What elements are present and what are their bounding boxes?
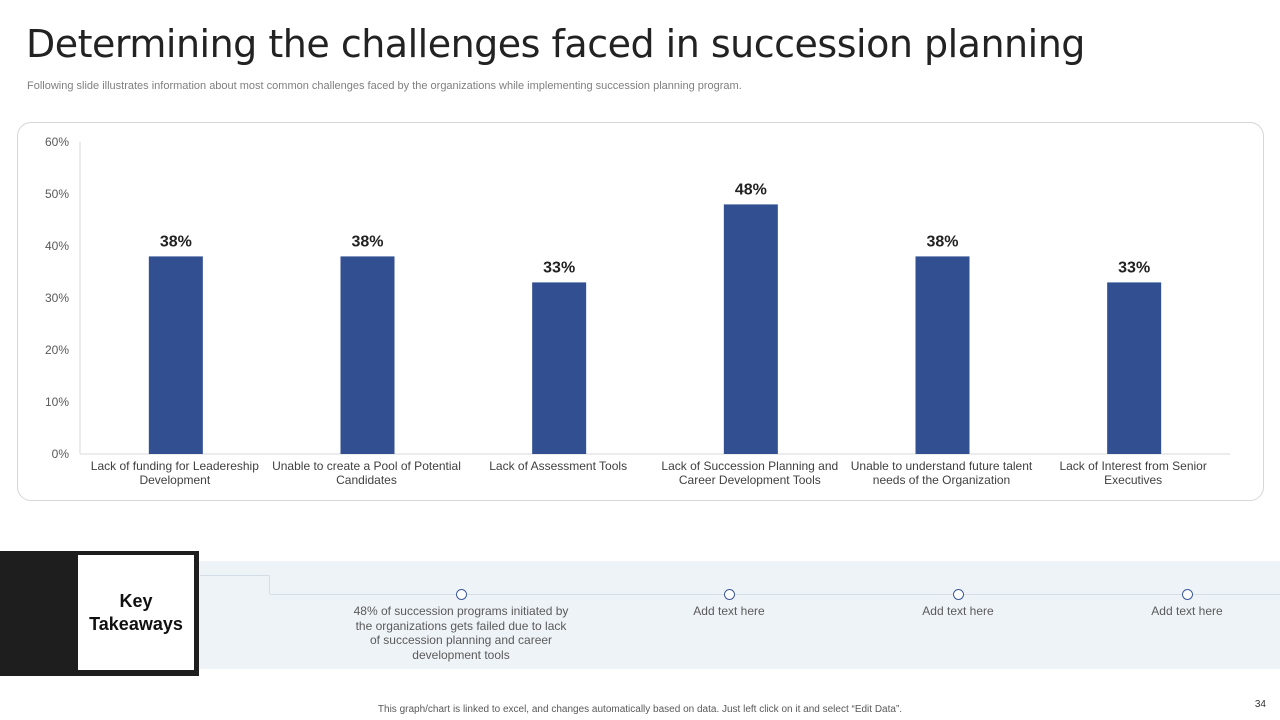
takeaway-text: Add text here xyxy=(693,604,765,618)
bar[interactable] xyxy=(532,282,587,454)
data-label: 33% xyxy=(1118,259,1150,276)
data-label: 48% xyxy=(735,181,767,198)
bar[interactable] xyxy=(1107,282,1162,454)
timeline-dot xyxy=(724,589,735,600)
timeline-dot xyxy=(1182,589,1193,600)
x-tick-label: Lack of funding for Leadereship Developm… xyxy=(90,459,259,487)
bar-chart[interactable]: 0% 10% 20% 30% 40% 50% 60% 38% 38% 33% 48% 38% 33% xyxy=(18,123,1265,502)
y-tick-label: 60% xyxy=(45,135,69,149)
takeaways-tab-connector xyxy=(200,575,270,594)
y-tick-label: 20% xyxy=(45,343,69,357)
page-number: 34 xyxy=(1254,699,1266,710)
takeaways-band xyxy=(0,561,1280,669)
takeaway-text: Add text here xyxy=(922,604,994,618)
x-tick-label: Lack of Assessment Tools xyxy=(489,459,628,473)
timeline-dot xyxy=(953,589,964,600)
timeline-dot xyxy=(456,589,467,600)
x-tick-label: Unable to create a Pool of Potential Can… xyxy=(272,459,461,487)
data-label: 33% xyxy=(543,259,575,276)
bar[interactable] xyxy=(148,256,203,454)
slide-subtitle: Following slide illustrates information … xyxy=(27,80,742,92)
chart-card: 0% 10% 20% 30% 40% 50% 60% 38% 38% 33% 48% 38% 33% xyxy=(17,122,1264,501)
key-takeaways-heading: Key Takeaways xyxy=(78,555,194,670)
data-label: 38% xyxy=(160,233,192,250)
timeline-line xyxy=(270,594,1280,595)
footer-note: This graph/chart is linked to excel, and… xyxy=(377,704,903,715)
bar[interactable] xyxy=(340,256,395,454)
bar[interactable] xyxy=(723,204,778,454)
takeaway-text: Add text here xyxy=(1151,604,1223,618)
x-tick-label: Unable to understand future talent needs… xyxy=(850,459,1033,487)
slide-title: Determining the challenges faced in succ… xyxy=(26,22,1085,66)
y-tick-label: 0% xyxy=(52,447,70,461)
data-label: 38% xyxy=(351,233,383,250)
y-tick-label: 50% xyxy=(45,187,69,201)
x-tick-label: Lack of Interest from Senior Executives xyxy=(1059,459,1207,487)
data-label: 38% xyxy=(926,233,958,250)
y-tick-label: 40% xyxy=(45,239,69,253)
bar[interactable] xyxy=(915,256,970,454)
y-tick-label: 30% xyxy=(45,291,69,305)
takeaway-text: 48% of succession programs initiated by … xyxy=(353,604,569,662)
y-tick-label: 10% xyxy=(45,395,69,409)
x-tick-label: Lack of Succession Planning and Career D… xyxy=(661,459,839,487)
